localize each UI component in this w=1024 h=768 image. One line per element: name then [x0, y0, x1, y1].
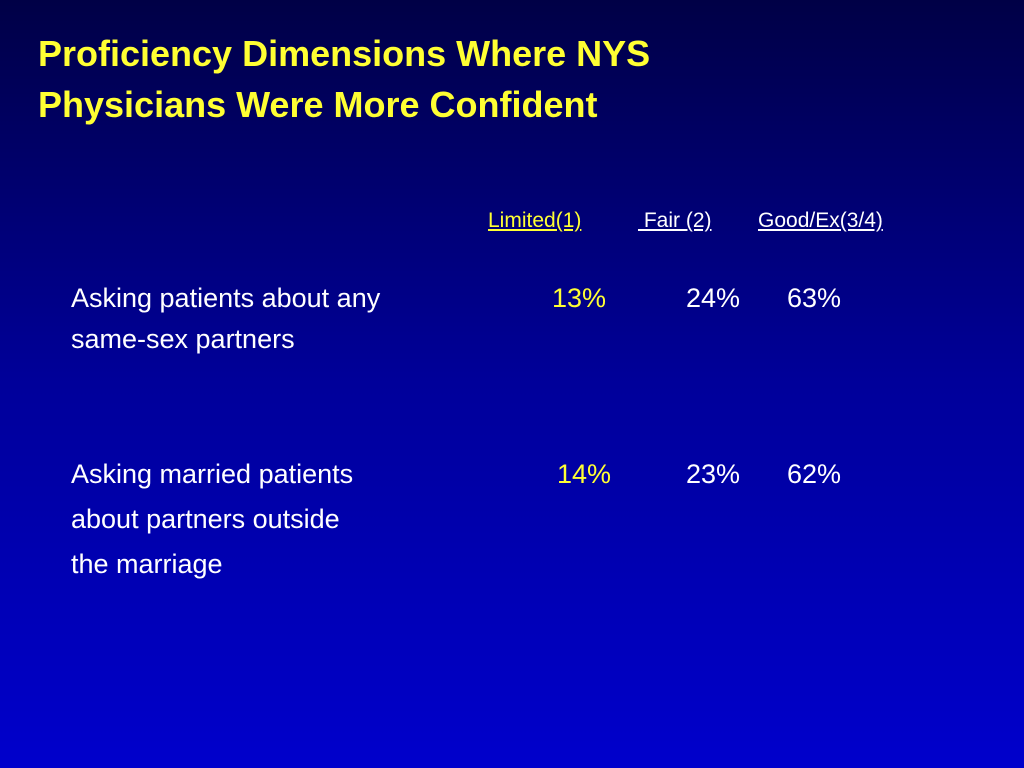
- cell: 14%: [557, 459, 612, 489]
- column-header: Limited(1): [488, 209, 582, 232]
- title-line: Physicians Were More Confident: [38, 84, 598, 125]
- cell: 13%: [552, 283, 607, 313]
- cell: 24%: [686, 283, 741, 313]
- row-label: same-sex partners: [71, 324, 295, 354]
- row-label: Asking married patients: [71, 459, 354, 489]
- row-label: about partners outside: [71, 504, 340, 534]
- row-label: the marriage: [71, 549, 223, 579]
- cell: 62%: [787, 459, 842, 489]
- column-header: Good/Ex(3/4): [758, 209, 883, 232]
- cell: 63%: [787, 283, 842, 313]
- column-header: Fair (2): [638, 209, 712, 232]
- title-line: Proficiency Dimensions Where NYS: [38, 33, 651, 74]
- row-label: Asking patients about any: [71, 283, 381, 313]
- cell: 23%: [686, 459, 741, 489]
